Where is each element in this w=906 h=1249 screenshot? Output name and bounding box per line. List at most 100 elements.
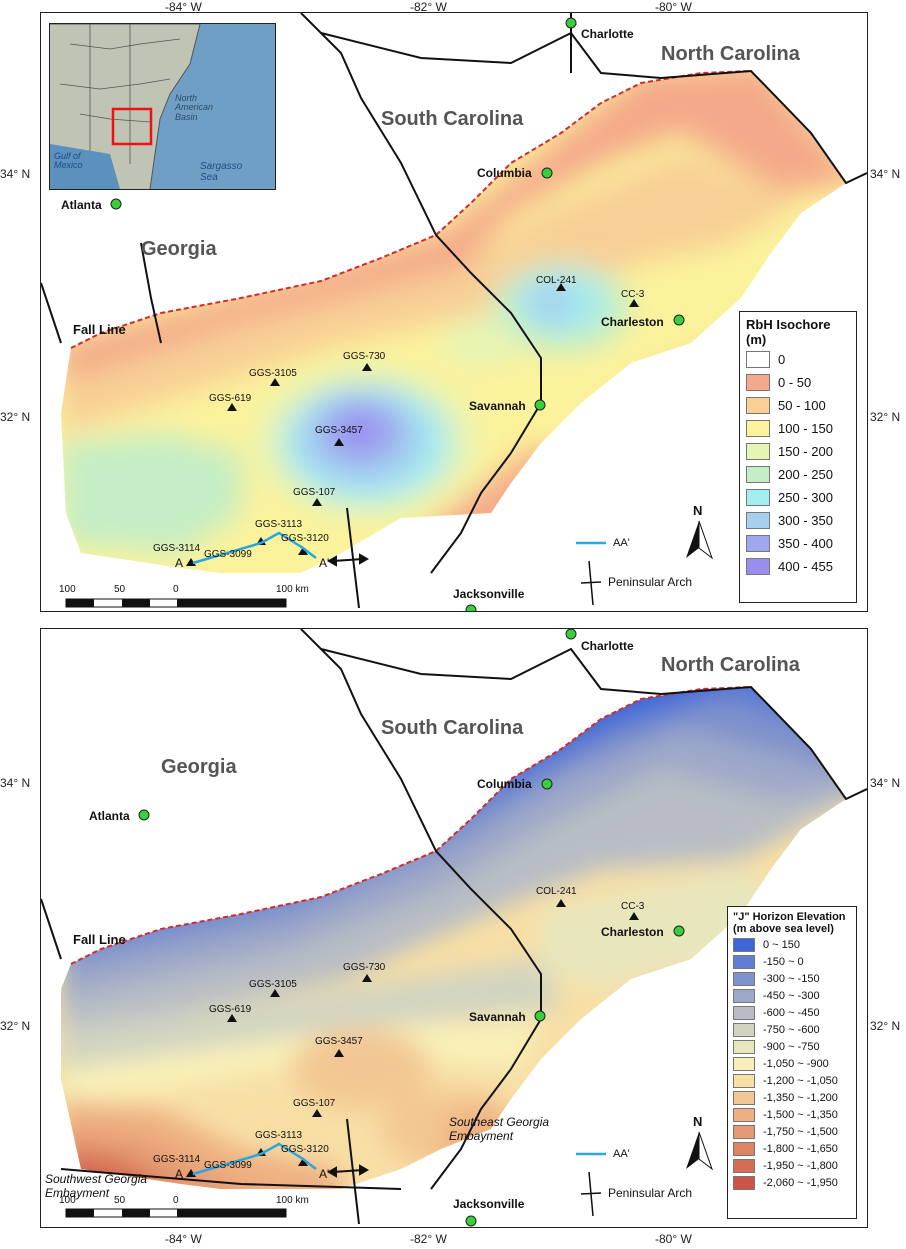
city-charlotte-2: Charlotte: [581, 639, 634, 653]
legend-swatch: [733, 938, 755, 952]
state-north-carolina: North Carolina: [661, 43, 800, 65]
legend-row: -900 ~ -750: [733, 1040, 851, 1054]
well-ggs3457-2: GGS-3457: [315, 1036, 363, 1047]
southeast-embayment-label: Southeast Georgia Embayment: [449, 1115, 550, 1144]
legend-label: 400 - 455: [778, 559, 833, 574]
fall-line-label: Fall Line: [73, 322, 126, 337]
legend-row: -300 ~ -150: [733, 972, 851, 986]
well-ggs107: GGS-107: [293, 487, 336, 498]
well-ggs3114: GGS-3114: [153, 543, 201, 554]
legend-label: 150 - 200: [778, 444, 833, 459]
legend-row: 50 - 100: [746, 397, 850, 414]
well-ggs3105-2: GGS-3105: [249, 979, 297, 990]
peninsular-arch-label: Peninsular Arch: [608, 575, 693, 589]
well-ggs3120-2: GGS-3120: [281, 1144, 329, 1155]
legend-swatch: [733, 1142, 755, 1156]
well-ggs3113-2: GGS-3113: [255, 1130, 303, 1141]
legend-label: -1,200 ~ -1,050: [763, 1075, 838, 1087]
state-georgia: Georgia: [141, 238, 217, 260]
state-georgia-2: Georgia: [161, 756, 237, 778]
state-south-carolina-2: South Carolina: [381, 717, 524, 739]
well-ggs3457: GGS-3457: [315, 425, 363, 436]
peninsular-arch: [326, 507, 602, 609]
legend-row: 150 - 200: [746, 443, 850, 460]
inset-label-sargasso: Sargasso Sea: [200, 161, 243, 183]
well-ggs3105: GGS-3105: [249, 368, 297, 379]
well-ggs3120: GGS-3120: [281, 533, 329, 544]
fall-line: [70, 70, 752, 349]
legend-label: 0 - 50: [778, 375, 812, 390]
section-a-prime: A': [319, 556, 330, 570]
legend-swatch: [733, 1074, 755, 1088]
legend-row: -600 ~ -450: [733, 1006, 851, 1020]
legend-swatch: [733, 972, 755, 986]
legend-label: -450 ~ -300: [763, 990, 820, 1002]
rbh-isochore-map[interactable]: North American Basin Gulf of Mexico Sarg…: [40, 12, 868, 612]
legend-swatch: [733, 1108, 755, 1122]
section-a-2: A: [175, 1167, 184, 1181]
north-label-2: N: [693, 1114, 703, 1129]
well-ggs3099-2: GGS-3099: [204, 1160, 252, 1171]
cities: [110, 17, 685, 611]
j-horizon-elevation-map[interactable]: Charlotte North Carolina South Carolina …: [40, 628, 868, 1228]
city-jacksonville: Jacksonville: [453, 587, 525, 601]
well-ggs3113: GGS-3113: [255, 519, 303, 530]
cities-2: [138, 629, 685, 1227]
legend-swatch: [733, 1091, 755, 1105]
legend-swatch: [733, 1006, 755, 1020]
well-cc3-2: CC-3: [621, 901, 645, 912]
legend-row: 250 - 300: [746, 489, 850, 506]
lat-tick-34-left-top: 34° N: [0, 167, 31, 181]
city-atlanta-2: Atlanta: [89, 809, 130, 823]
state-south-carolina: South Carolina: [381, 108, 524, 130]
legend-label: -1,350 ~ -1,200: [763, 1092, 838, 1104]
legend-label: -2,060 ~ -1,950: [763, 1177, 838, 1189]
legend-label: 200 - 250: [778, 467, 833, 482]
legend-row: -1,200 ~ -1,050: [733, 1074, 851, 1088]
scale-50: 50: [114, 584, 126, 595]
well-col241-2: COL-241: [536, 886, 577, 897]
legend-label: 0 ~ 150: [763, 939, 801, 951]
legend-label: -150 ~ 0: [763, 956, 804, 968]
legend-label: -1,050 ~ -900: [763, 1058, 829, 1070]
scale-0-2: 0: [173, 1195, 179, 1206]
inset-label-gulf: Gulf of Mexico: [54, 151, 83, 171]
legend-label: -1,800 ~ -1,650: [763, 1143, 838, 1155]
legend-row: -1,500 ~ -1,350: [733, 1108, 851, 1122]
legend-label: -1,950 ~ -1,800: [763, 1160, 838, 1172]
legend-swatch: [746, 512, 770, 529]
legend-row: 300 - 350: [746, 512, 850, 529]
lat-tick-34-right-bottom: 34° N: [870, 776, 901, 790]
legend-swatch: [746, 420, 770, 437]
lon-tick-82-top: -82° W: [410, 0, 447, 14]
legend-label: 350 - 400: [778, 536, 833, 551]
legend-row: -1,050 ~ -900: [733, 1057, 851, 1071]
legend-swatch: [733, 1040, 755, 1054]
southwest-embayment-label: Southwest Georgia Embayment: [45, 1172, 148, 1201]
legend-label: 50 - 100: [778, 398, 826, 413]
well-col241: COL-241: [536, 275, 577, 286]
legend-swatch: [746, 466, 770, 483]
legend-swatch: [733, 1125, 755, 1139]
legend-row: -150 ~ 0: [733, 955, 851, 969]
isochore-legend: RbH Isochore (m) 0 0 - 50 50 - 100 100 - 15…: [739, 311, 857, 603]
well-cc3: CC-3: [621, 289, 645, 300]
legend-label: 300 - 350: [778, 513, 833, 528]
section-legend-label: AA': [613, 537, 630, 549]
city-savannah-2: Savannah: [469, 1010, 526, 1024]
section-a-prime-2: A': [319, 1167, 330, 1181]
state-boundaries-2: [41, 629, 867, 1190]
lon-tick-82-bottom: -82° W: [410, 1232, 447, 1246]
legend-title: RbH Isochore: [746, 317, 831, 332]
scale-50-2: 50: [114, 1195, 126, 1206]
legend-label: 0: [778, 352, 786, 367]
legend-swatch: [746, 535, 770, 552]
legend-swatch: [746, 374, 770, 391]
legend-row: -1,350 ~ -1,200: [733, 1091, 851, 1105]
city-charlotte: Charlotte: [581, 27, 634, 41]
state-boundaries: [41, 13, 867, 574]
north-arrow-2: [686, 1131, 714, 1171]
legend-row: 350 - 400: [746, 535, 850, 552]
legend-label: -1,750 ~ -1,500: [763, 1126, 838, 1138]
city-savannah: Savannah: [469, 399, 526, 413]
